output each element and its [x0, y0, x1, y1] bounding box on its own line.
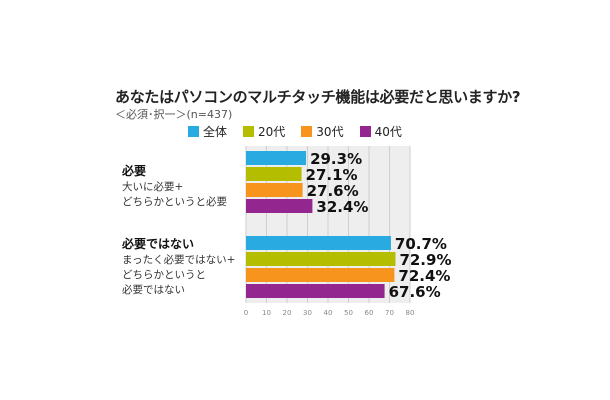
bar — [246, 151, 307, 165]
x-tick-label: 60 — [365, 309, 374, 317]
legend-label-all: 全体 — [203, 124, 228, 139]
bar-value-label: 70.7% — [395, 235, 447, 253]
bar-value-label: 27.1% — [306, 166, 358, 184]
bar-value-label: 67.6% — [389, 283, 441, 301]
legend-item-30s: 30代 — [301, 123, 344, 140]
legend-item-all: 全体 — [188, 123, 227, 140]
x-tick-label: 30 — [303, 309, 312, 317]
bar-value-label: 72.9% — [399, 251, 451, 269]
bar — [246, 167, 302, 181]
x-tick-label: 80 — [406, 309, 415, 317]
bar — [246, 236, 391, 250]
bar — [246, 252, 396, 266]
legend-label-20s: 20代 — [258, 124, 286, 139]
bar-value-label: 32.4% — [316, 198, 368, 216]
x-tick-label: 70 — [385, 309, 394, 317]
legend-swatch-40s — [359, 125, 371, 137]
legend-item-40s: 40代 — [359, 123, 402, 140]
category-description: どちらかというと — [122, 269, 206, 281]
legend: 全体 20代 30代 40代 — [188, 123, 418, 139]
bar-value-label: 72.4% — [398, 267, 450, 285]
bar — [246, 268, 395, 282]
legend-swatch-20s — [243, 125, 255, 137]
bar-value-label: 29.3% — [310, 150, 362, 168]
legend-swatch-30s — [301, 125, 313, 137]
bar — [246, 183, 303, 197]
x-tick-label: 20 — [283, 309, 292, 317]
category-description: 大いに必要+ — [122, 180, 183, 193]
x-tick-label: 40 — [324, 309, 333, 317]
category-description: まったく必要ではない+ — [122, 253, 235, 266]
x-tick-label: 50 — [344, 309, 353, 317]
category-title: 必要 — [121, 163, 146, 178]
bar — [246, 199, 313, 213]
bar-value-label: 27.6% — [307, 182, 359, 200]
bar — [246, 284, 385, 298]
chart-subtitle: ＜必須･択一＞(n=437) — [115, 108, 233, 121]
chart-title: あなたはパソコンのマルチタッチ機能は必要だと思いますか? — [115, 88, 521, 106]
category-description: どちらかというと必要 — [122, 195, 227, 208]
category-description: 必要ではない — [122, 283, 185, 296]
x-tick-label: 0 — [244, 309, 248, 317]
x-tick-label: 10 — [262, 309, 271, 317]
legend-item-20s: 20代 — [243, 123, 285, 140]
legend-label-30s: 30代 — [316, 124, 344, 139]
category-title: 必要ではない — [121, 236, 194, 251]
legend-label-40s: 40代 — [374, 124, 402, 139]
legend-swatch-all — [188, 125, 199, 137]
